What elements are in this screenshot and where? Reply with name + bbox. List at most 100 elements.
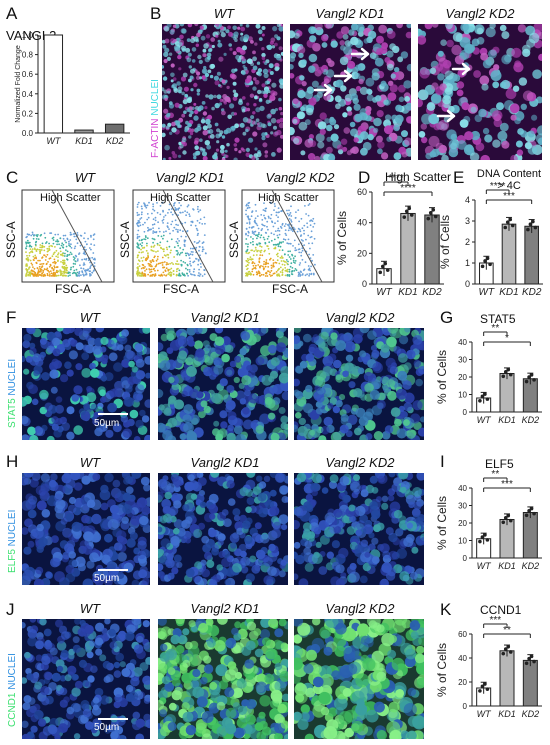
micrograph-b-kd2 [418, 24, 542, 160]
column-head-kd2-b: Vangl2 KD2 [445, 6, 515, 21]
data-point-d [378, 270, 383, 275]
x-tick-label-d: WT [376, 287, 392, 298]
data-point-i [529, 506, 534, 511]
arrow-icon [451, 62, 471, 76]
data-point-k [508, 650, 513, 654]
data-point-g [501, 374, 506, 379]
micrograph-j-kd2 [294, 619, 424, 739]
micrograph-texture [294, 328, 424, 440]
data-point-i [480, 535, 485, 539]
column-head-wt-f: WT [79, 310, 101, 325]
y-tick-label-d: 0 [362, 279, 367, 289]
data-point-d [385, 268, 390, 272]
data-point-g [524, 379, 529, 384]
significance-label-i: ** [491, 469, 499, 480]
data-point-g [503, 370, 508, 374]
y-tick-label-a: 0.0 [22, 129, 34, 138]
data-point-d [404, 209, 409, 214]
significance-label-g: * [505, 333, 509, 344]
y-tick-label-e: 0 [465, 279, 470, 289]
y-axis-label-a: Normalized Fold Change [15, 45, 22, 123]
micrograph-texture [158, 619, 288, 739]
micrograph-h-kd1 [158, 473, 288, 585]
scale-label-f: 50µm [94, 418, 120, 429]
x-tick-label-a: KD1 [75, 136, 93, 146]
micrograph-b-kd1 [290, 24, 411, 160]
y-tick-label-d: 20 [357, 248, 367, 258]
panel-letter-b: B [150, 4, 162, 23]
data-point-k [532, 659, 536, 664]
x-tick-label-k: WT [477, 709, 492, 719]
y-axis-label-k: % of Cells [435, 643, 449, 697]
data-point-k [527, 656, 531, 661]
bar-g-kd1 [499, 373, 515, 413]
x-tick-label-g: WT [477, 415, 492, 425]
column-head-kd2-c: Vangl2 KD2 [265, 170, 335, 185]
bar-a-kd2 [104, 123, 125, 134]
data-point-e [505, 220, 510, 224]
data-point-g [508, 372, 513, 377]
data-point-d [431, 208, 436, 212]
gate-label-kd1: High Scatter [150, 192, 211, 204]
column-head-kd1-f: Vangl2 KD1 [190, 310, 260, 325]
x-tick-label-i: KD1 [498, 561, 516, 571]
data-point-i [532, 511, 536, 516]
scale-label-j: 50µm [94, 722, 120, 733]
y-tick-label-i: 20 [458, 519, 467, 528]
column-head-kd2-f: Vangl2 KD2 [325, 310, 395, 325]
micrograph-j-kd1 [158, 619, 288, 739]
bar-a-kd1 [74, 129, 94, 134]
column-head-wt-b: WT [213, 6, 235, 21]
panel-letter-g: G [440, 308, 454, 327]
y-axis-label-e: % of Cells [438, 215, 452, 269]
column-head-kd1-c: Vangl2 KD1 [155, 170, 225, 185]
x-tick-label-i: KD2 [522, 561, 540, 571]
bar-d-kd1 [400, 212, 416, 285]
data-point-g [527, 375, 531, 379]
y-tick-label-g: 30 [458, 356, 467, 365]
data-point-i [503, 516, 508, 520]
data-point-e [531, 219, 535, 224]
column-head-kd1-h: Vangl2 KD1 [190, 455, 260, 470]
bar-k-kd2 [522, 659, 538, 707]
significance-label-k: *** [489, 615, 501, 626]
scale-bar-h [98, 569, 128, 571]
column-head-wt-h: WT [79, 455, 101, 470]
x-tick-label-d: KD1 [398, 287, 417, 298]
data-point-k [506, 644, 511, 649]
panel-letter-h: H [6, 452, 19, 471]
data-point-d [428, 210, 433, 215]
data-point-i [485, 538, 490, 542]
panel-letter-f: F [6, 308, 17, 327]
y-tick-label-i: 40 [458, 484, 467, 493]
micrograph-texture [162, 24, 283, 160]
data-point-e [528, 222, 533, 227]
y-tick-label-k: 60 [458, 630, 467, 639]
micrograph-texture [418, 24, 542, 160]
micrograph-b-wt [162, 24, 283, 160]
data-point-e [488, 262, 492, 267]
arrow-icon [313, 83, 333, 97]
data-point-k [501, 651, 506, 656]
y-tick-label-k: 40 [458, 654, 467, 663]
panel-letter-e: E [453, 168, 465, 187]
data-point-g [480, 394, 485, 399]
x-tick-label-g: KD1 [498, 415, 516, 425]
column-head-kd2-j: Vangl2 KD2 [325, 601, 395, 616]
micrograph-texture [158, 473, 288, 585]
bar-i-kd1 [499, 519, 515, 559]
data-point-i [478, 539, 482, 544]
significance-label-d: **** [400, 183, 416, 194]
micrograph-j-wt [22, 619, 150, 739]
data-point-i [483, 533, 487, 537]
y-tick-label-a: 0.8 [22, 51, 34, 60]
y-tick-label-g: 40 [458, 338, 467, 347]
data-point-e [483, 259, 487, 263]
y-tick-label-d: 40 [357, 218, 367, 228]
y-axis-label-d: % of Cells [335, 211, 349, 265]
gate-label-wt: High Scatter [40, 192, 101, 204]
data-point-g [529, 373, 534, 377]
data-point-k [485, 687, 490, 691]
data-point-g [485, 397, 490, 401]
fsc-label-wt: FSC-A [55, 282, 91, 296]
